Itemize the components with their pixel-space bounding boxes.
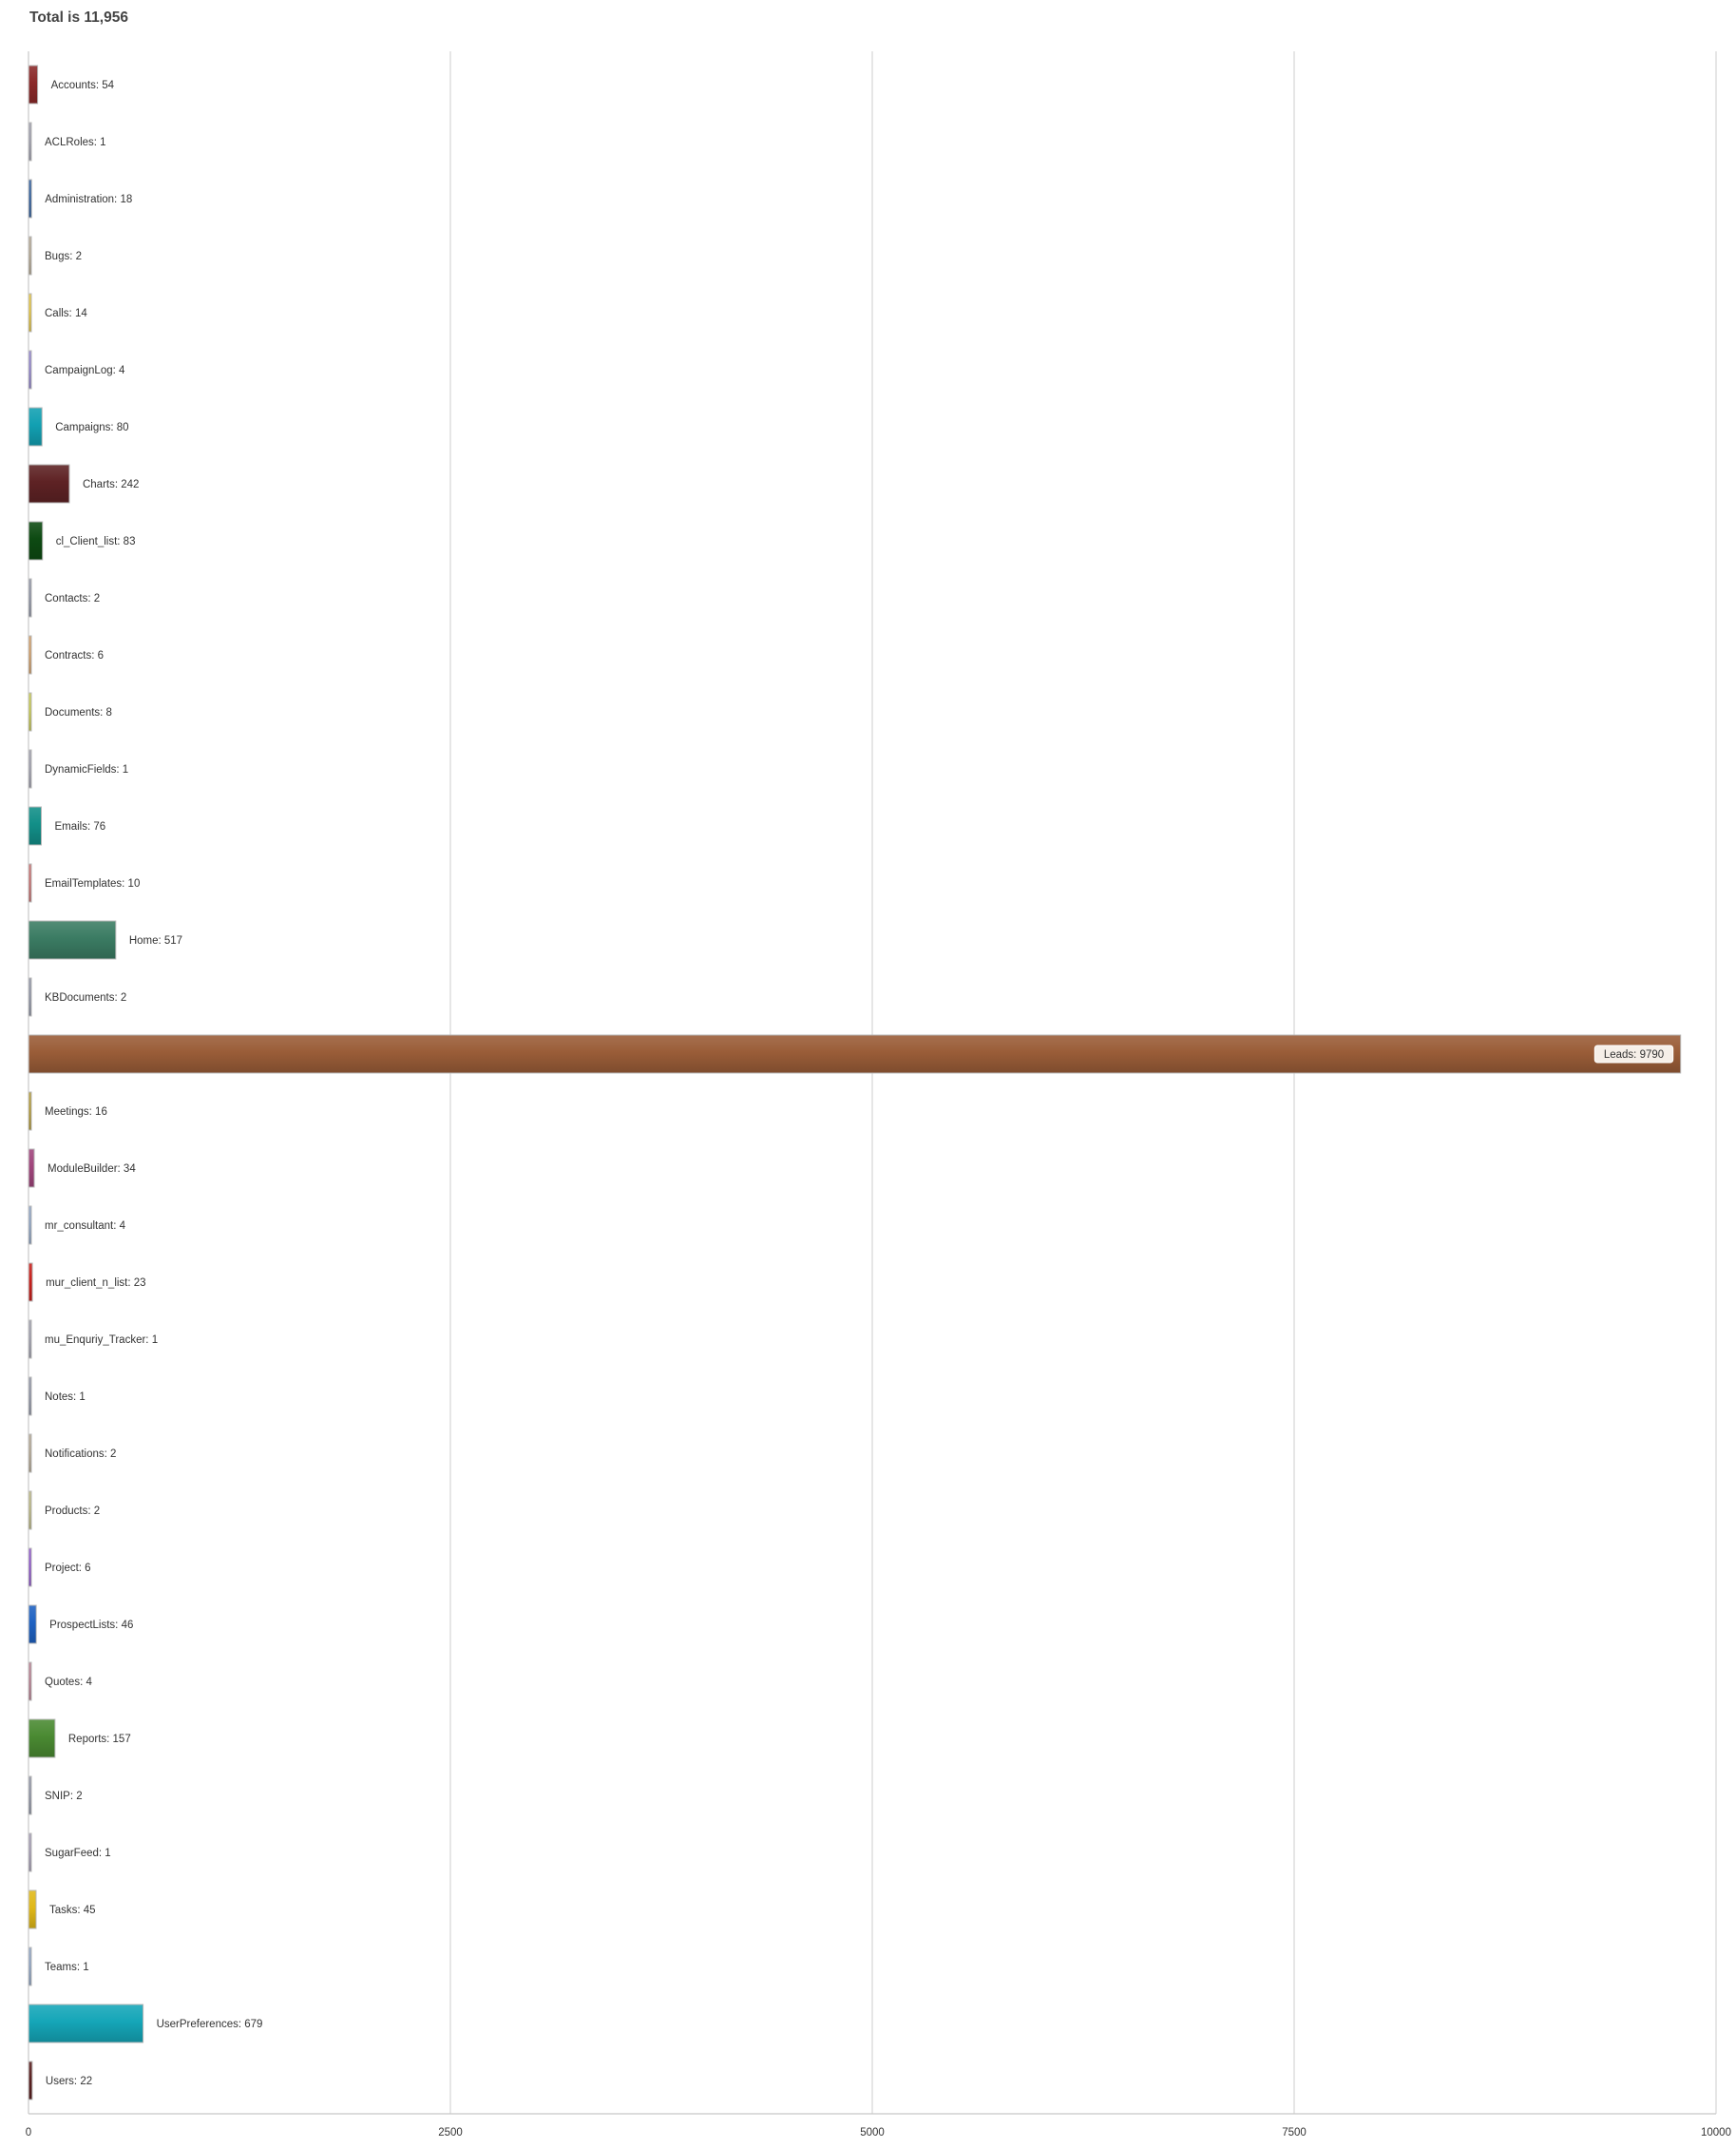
bar-label-documents: Documents: 8	[45, 707, 112, 719]
bar-label-campaignlog: CampaignLog: 4	[45, 365, 125, 376]
bar-userpreferences[interactable]	[28, 2004, 144, 2043]
bar-label-mu-enquriy-tracker: mu_Enquriy_Tracker: 1	[45, 1334, 158, 1346]
x-tick-label: 7500	[1282, 2127, 1307, 2138]
bar-label-products: Products: 2	[45, 1506, 100, 1517]
bar-label-reports: Reports: 157	[68, 1734, 131, 1745]
bar-label-bugs: Bugs: 2	[45, 251, 82, 262]
bar-label-contracts: Contracts: 6	[45, 650, 104, 662]
bar-label-box	[1593, 1045, 1674, 1064]
bar-label-mur-client-n-list: mur_client_n_list: 23	[46, 1277, 145, 1289]
bar-prospectlists[interactable]	[28, 1604, 37, 1644]
bar-label-meetings: Meetings: 16	[45, 1106, 107, 1118]
x-tick-label: 5000	[860, 2127, 885, 2138]
bar-label-aclroles: ACLRoles: 1	[45, 137, 106, 148]
bar-tasks[interactable]	[28, 1889, 37, 1929]
bar-emails[interactable]	[28, 806, 42, 846]
bar-label-charts: Charts: 242	[83, 479, 139, 490]
bar-label-calls: Calls: 14	[45, 308, 87, 319]
x-tick-label: 10000	[1701, 2127, 1731, 2138]
bar-mur-client-n-list[interactable]	[28, 1262, 33, 1302]
x-tick-label: 0	[26, 2127, 31, 2138]
bar-label-quotes: Quotes: 4	[45, 1677, 92, 1688]
grid-lines	[449, 51, 1717, 2114]
bar-leads[interactable]	[28, 1034, 1682, 1074]
bar-home[interactable]	[28, 920, 117, 960]
bars	[28, 65, 1682, 2100]
bar-label-teams: Teams: 1	[45, 1962, 89, 1973]
bar-labels: Accounts: 54 ACLRoles: 1 Administration: 1…	[45, 80, 1674, 2087]
bar-campaigns[interactable]	[28, 407, 43, 447]
bar-label-project: Project: 6	[45, 1563, 91, 1574]
bar-label-tasks: Tasks: 45	[49, 1905, 96, 1916]
bar-label-contacts: Contacts: 2	[45, 593, 100, 604]
bar-label-kbdocuments: KBDocuments: 2	[45, 992, 126, 1004]
bar-label-accounts: Accounts: 54	[51, 80, 115, 91]
bar-cl-client-list[interactable]	[28, 521, 44, 561]
bar-label-sugarfeed: SugarFeed: 1	[45, 1848, 111, 1859]
bar-label-notifications: Notifications: 2	[45, 1448, 116, 1460]
bar-label-modulebuilder: ModuleBuilder: 34	[48, 1163, 136, 1175]
bar-charts[interactable]	[28, 464, 70, 504]
x-tick-label: 2500	[438, 2127, 463, 2138]
bar-label-emails: Emails: 76	[54, 821, 105, 833]
bar-label-snip: SNIP: 2	[45, 1791, 83, 1802]
bar-label-dynamicfields: DynamicFields: 1	[45, 764, 128, 776]
bar-modulebuilder[interactable]	[28, 1148, 35, 1188]
bar-label-cl-client-list: cl_Client_list: 83	[56, 536, 136, 547]
bar-label-notes: Notes: 1	[45, 1391, 86, 1403]
bar-label-users: Users: 22	[46, 2076, 92, 2087]
bar-label-home: Home: 517	[129, 935, 182, 947]
bar-accounts[interactable]	[28, 65, 39, 105]
bar-label-administration: Administration: 18	[45, 194, 132, 205]
bar-label-campaigns: Campaigns: 80	[55, 422, 128, 433]
bar-label-leads: Leads: 9790	[1604, 1049, 1664, 1061]
bar-label-emailtemplates: EmailTemplates: 10	[45, 878, 140, 890]
bar-label-mr-consultant: mr_consultant: 4	[45, 1220, 126, 1232]
bar-label-prospectlists: ProspectLists: 46	[49, 1620, 133, 1631]
bar-label-userpreferences: UserPreferences: 679	[157, 2019, 263, 2030]
x-axis: 0 2500 5000 7500 10000	[26, 51, 1731, 2138]
chart-title: Total is 11,956	[29, 10, 128, 26]
bar-reports[interactable]	[28, 1718, 56, 1758]
